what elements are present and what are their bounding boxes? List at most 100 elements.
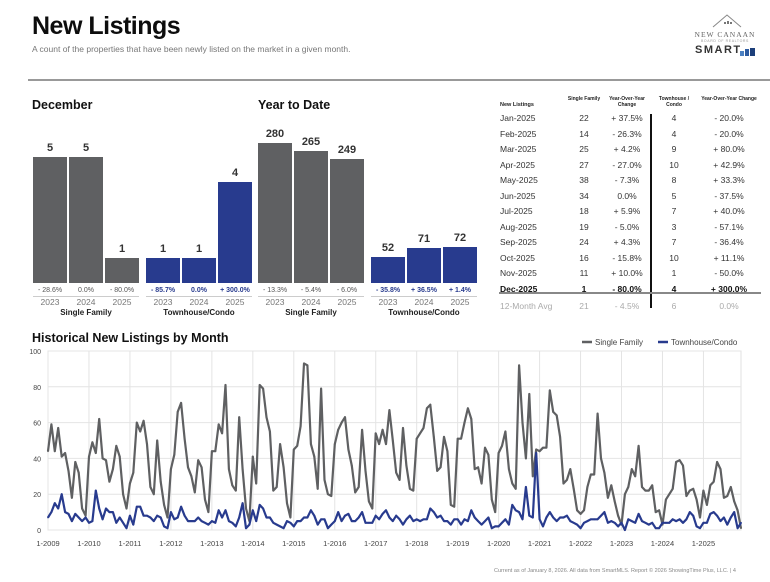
x-tick-label: 1-2024 [651, 539, 674, 548]
townhouse-condo-point [678, 518, 681, 521]
townhouse-condo-point [149, 516, 152, 519]
townhouse-condo-point [286, 520, 288, 522]
table-cell: 12-Month Avg [500, 301, 553, 311]
single-family-point [204, 498, 206, 501]
townhouse-condo-point [306, 516, 309, 519]
townhouse-condo-point [419, 520, 421, 522]
townhouse-condo-point [535, 452, 538, 454]
townhouse-condo-point [303, 516, 305, 519]
dec-bar [105, 257, 139, 283]
logo-name: NEW CANAAN [694, 30, 756, 39]
single-family-point [344, 416, 346, 419]
ytd-group-label: Single Family [285, 308, 337, 317]
dec-bar [33, 157, 67, 283]
single-family-point [736, 509, 739, 512]
historical-line-chart: 0 20 40 60 80 100 1-2009 1-2010 1-2011 1-2012 1-20… [29, 338, 743, 548]
single-family-point [221, 432, 224, 435]
ytd-bar-change: - 13.3% [262, 287, 288, 294]
townhouse-condo-point [542, 525, 544, 528]
single-family-point [197, 459, 200, 462]
townhouse-condo-point [634, 521, 637, 524]
dec-bar-change: 0.0% [78, 287, 94, 294]
townhouse-condo-point [101, 518, 104, 521]
single-family-point [330, 495, 333, 497]
townhouse-condo-point [234, 525, 237, 528]
townhouse-condo-point [241, 502, 244, 505]
townhouse-condo-point [456, 518, 459, 521]
table-cell: + 4.3% [613, 237, 641, 247]
single-family-point [364, 470, 367, 472]
x-tick-label: 1-2016 [323, 539, 346, 548]
single-family-point [627, 486, 630, 488]
townhouse-condo-point [395, 514, 398, 517]
townhouse-condo-point [112, 511, 114, 513]
table-cell: Dec-2025 [500, 283, 538, 294]
plot-frame [47, 350, 742, 531]
townhouse-condo-point [371, 521, 374, 524]
table-cell: 27 [579, 159, 589, 170]
single-family-point [443, 436, 445, 438]
townhouse-condo-point [385, 509, 387, 512]
single-family-point [647, 489, 650, 492]
ytd-bar-value: 52 [381, 242, 395, 254]
x-tick-label: 1-2013 [200, 539, 223, 548]
townhouse-condo-point [709, 513, 712, 515]
single-family-point [695, 498, 698, 501]
townhouse-condo-point [402, 523, 404, 526]
single-family-point [412, 489, 415, 492]
single-family-point [64, 452, 66, 454]
single-family-point [566, 479, 568, 481]
townhouse-condo-point [548, 511, 551, 513]
logo-brand: SMART [695, 44, 742, 56]
single-family-point [53, 450, 56, 453]
townhouse-condo-point [627, 518, 630, 521]
table-cell: 8 [671, 175, 677, 185]
single-family-point [132, 471, 135, 474]
single-family-point [368, 500, 370, 503]
townhouse-condo-point [238, 516, 241, 519]
townhouse-condo-point [415, 518, 418, 521]
townhouse-condo-point [374, 514, 377, 517]
townhouse-condo-point [409, 514, 411, 517]
townhouse-condo-point [129, 514, 131, 517]
single-family-point [641, 486, 643, 488]
x-tick-label: 1-2025 [692, 539, 715, 548]
townhouse-condo-point [357, 516, 360, 519]
single-family-point [149, 486, 152, 488]
single-family-point [470, 418, 473, 420]
single-family-point [60, 455, 63, 458]
single-family-point [282, 466, 285, 469]
single-family-point [576, 509, 578, 512]
table-cell: 0.0% [719, 301, 739, 311]
single-family-point [453, 505, 456, 508]
table-cell: 10 [669, 252, 679, 263]
townhouse-condo-point [180, 505, 183, 508]
table-cell: + 11.1% [713, 252, 745, 263]
townhouse-condo-point [292, 525, 295, 528]
single-family-point [613, 500, 616, 503]
x-tick-label: 1-2011 [119, 539, 142, 548]
townhouse-condo-point [467, 520, 469, 522]
townhouse-condo-point [156, 514, 159, 517]
dec-group-baseline [33, 296, 139, 297]
single-family-point [617, 514, 619, 517]
single-family-point [419, 432, 421, 435]
ytd-bar-year: 2025 [450, 297, 470, 307]
single-family-point [371, 507, 374, 510]
single-family-point [422, 427, 425, 429]
single-family-point [310, 443, 312, 445]
townhouse-condo-point [620, 521, 623, 524]
single-family-point [456, 437, 459, 440]
townhouse-condo-point [163, 525, 166, 528]
single-family-point [289, 516, 292, 519]
table-cell: - 5.0% [614, 221, 640, 232]
townhouse-condo-point [531, 516, 534, 519]
townhouse-condo-point [504, 518, 507, 521]
townhouse-condo-point [159, 516, 162, 519]
table-cell: 9 [671, 144, 677, 154]
townhouse-condo-point [231, 521, 234, 524]
ytd-bar [330, 158, 364, 283]
december-title: December [32, 98, 93, 112]
single-family-point [398, 479, 401, 481]
single-family-point [299, 425, 302, 428]
